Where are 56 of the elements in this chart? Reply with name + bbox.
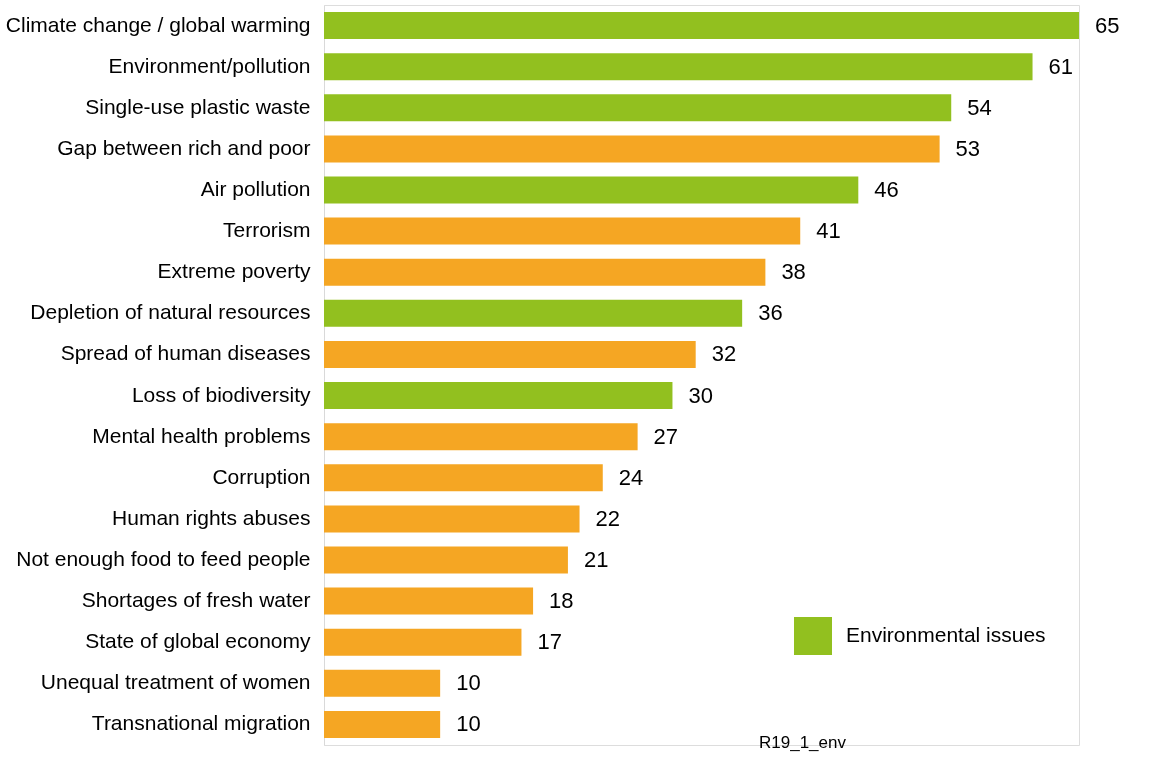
y-tick-label: State of global economy xyxy=(85,629,311,653)
y-tick-label: Mental health problems xyxy=(92,423,311,447)
bar xyxy=(324,669,441,697)
bar xyxy=(324,340,696,368)
data-label: 30 xyxy=(688,382,713,408)
bar xyxy=(324,546,568,574)
bar xyxy=(324,53,1033,81)
bar xyxy=(324,505,580,533)
data-label: 27 xyxy=(653,423,679,449)
data-label: 61 xyxy=(1048,53,1074,79)
bar xyxy=(324,299,743,327)
data-label: 65 xyxy=(1095,12,1120,38)
y-tick-label: Terrorism xyxy=(223,218,311,242)
y-tick-label: Not enough food to feed people xyxy=(16,547,311,570)
bar xyxy=(324,94,952,122)
legend-label: Environmental issues xyxy=(846,623,1046,646)
data-label: 21 xyxy=(583,547,609,572)
y-tick-label: Shortages of fresh water xyxy=(81,588,311,612)
y-tick-label: Spread of human diseases xyxy=(60,341,311,365)
y-tick-label: Extreme poverty xyxy=(157,259,311,283)
y-tick-label: Depletion of natural resources xyxy=(30,300,311,324)
data-label: 36 xyxy=(758,300,783,326)
data-label: 17 xyxy=(537,629,562,655)
data-label: 24 xyxy=(618,464,644,490)
annotation: R19_1_env xyxy=(759,733,847,752)
y-tick-label: Environment/pollution xyxy=(108,53,311,77)
data-label: 41 xyxy=(816,218,841,244)
y-tick-label: Human rights abuses xyxy=(112,505,311,529)
y-tick-label: Transnational migration xyxy=(91,711,311,735)
data-label: 18 xyxy=(549,588,574,614)
bar xyxy=(324,628,522,656)
data-label: 53 xyxy=(955,135,981,161)
bar xyxy=(324,382,673,410)
bar xyxy=(324,258,766,286)
bar xyxy=(324,12,1079,40)
y-tick-label: Unequal treatment of women xyxy=(40,670,311,694)
y-tick-label: Gap between rich and poor xyxy=(57,135,311,159)
data-label: 10 xyxy=(456,670,481,696)
bar xyxy=(324,135,940,163)
bar xyxy=(324,423,638,451)
bar xyxy=(324,710,441,738)
data-label: 32 xyxy=(711,341,737,367)
y-tick-label: Air pollution xyxy=(200,177,311,200)
bar xyxy=(324,217,801,245)
data-label: 54 xyxy=(967,94,992,120)
data-label: 46 xyxy=(874,177,899,202)
y-tick-label: Loss of biodiversity xyxy=(131,382,311,406)
y-tick-label: Corruption xyxy=(212,464,311,488)
y-tick-label: Climate change / global warming xyxy=(5,12,311,36)
bar xyxy=(324,464,603,492)
data-label: 10 xyxy=(456,711,481,737)
bar xyxy=(324,176,859,204)
data-label: 22 xyxy=(595,505,621,531)
y-tick-label: Single-use plastic waste xyxy=(85,94,311,118)
data-label: 38 xyxy=(781,259,806,285)
bar xyxy=(324,587,534,615)
